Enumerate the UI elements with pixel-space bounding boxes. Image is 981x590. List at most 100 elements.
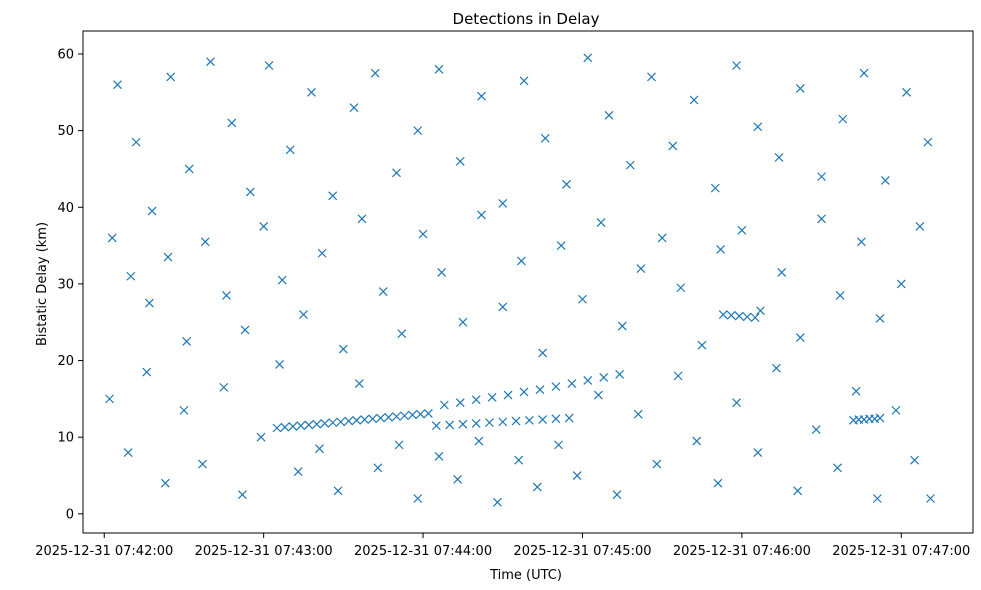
data-point: [657, 233, 667, 243]
data-point: [328, 418, 338, 428]
data-point: [477, 210, 486, 220]
data-point: [567, 379, 577, 388]
data-point: [458, 317, 468, 327]
data-point: [875, 413, 885, 423]
data-point: [498, 417, 508, 427]
data-point: [851, 386, 861, 396]
data-point: [397, 329, 407, 339]
y-tick-label: 50: [57, 124, 74, 139]
y-tick-label: 20: [57, 354, 74, 369]
data-point: [206, 57, 215, 67]
x-tick-label: 2025-12-31 07:45:00: [513, 544, 651, 559]
data-point: [777, 267, 787, 277]
data-point: [498, 302, 508, 312]
data-point: [734, 311, 744, 321]
data-point: [652, 459, 662, 469]
data-point: [835, 290, 845, 300]
x-axis: 2025-12-31 07:42:00 2025-12-31 07:43:00 20…: [35, 533, 970, 559]
data-point: [373, 463, 383, 473]
data-point: [264, 61, 274, 70]
data-point: [455, 156, 465, 166]
data-point: [288, 422, 298, 431]
data-point: [710, 183, 720, 193]
data-point: [668, 141, 678, 151]
data-point: [344, 416, 354, 426]
data-point: [237, 490, 247, 500]
data-point: [811, 425, 821, 434]
data-point: [902, 87, 912, 97]
data-point: [511, 416, 521, 426]
data-point: [166, 72, 176, 82]
data-point: [732, 398, 741, 408]
data-point: [285, 145, 295, 155]
data-point: [673, 371, 683, 381]
data-point: [599, 372, 609, 382]
data-point: [200, 237, 210, 247]
data-point: [184, 164, 194, 174]
data-point: [750, 313, 760, 323]
data-point: [519, 76, 529, 86]
data-point: [875, 313, 885, 323]
data-point: [280, 422, 290, 432]
data-point: [142, 367, 152, 377]
data-point: [793, 486, 803, 496]
data-point: [551, 414, 561, 424]
data-point: [160, 478, 170, 488]
data-point: [163, 252, 173, 262]
data-point: [400, 411, 409, 421]
data-point: [415, 409, 425, 419]
data-point: [471, 418, 481, 428]
data-point: [370, 68, 380, 78]
y-tick-label: 0: [66, 507, 74, 522]
data-point: [583, 376, 593, 385]
data-point: [259, 222, 269, 231]
data-point: [535, 385, 545, 395]
data-point: [272, 423, 282, 433]
data-point: [256, 432, 266, 442]
data-point: [179, 405, 189, 415]
data-point: [697, 340, 707, 350]
data-point: [859, 68, 869, 78]
data-point: [458, 419, 468, 429]
y-tick-label: 60: [57, 47, 74, 62]
y-tick-label: 30: [57, 277, 74, 292]
data-point: [434, 451, 444, 461]
data-point: [227, 118, 237, 128]
data-point: [572, 471, 582, 480]
x-tick-label: 2025-12-31 07:47:00: [832, 544, 970, 559]
data-point: [910, 455, 919, 465]
data-point: [519, 387, 529, 397]
data-point: [315, 444, 324, 454]
data-point: [471, 395, 481, 405]
data-point: [617, 321, 627, 331]
data-point: [219, 382, 229, 392]
data-point: [378, 287, 388, 297]
data-point: [612, 490, 622, 500]
data-point: [304, 420, 314, 430]
data-point: [487, 392, 497, 402]
data-point: [636, 264, 646, 274]
data-point: [376, 413, 385, 423]
x-tick-label: 2025-12-31 07:43:00: [195, 544, 333, 559]
points-layer: [105, 53, 935, 507]
data-point: [732, 61, 741, 70]
data-point: [434, 64, 444, 74]
data-point: [596, 218, 606, 228]
data-point: [126, 271, 136, 281]
data-point: [384, 412, 393, 422]
data-point: [299, 310, 308, 319]
data-point: [392, 412, 401, 421]
y-axis: 0 10 20 30 40 50 60: [57, 47, 83, 522]
data-point: [817, 214, 826, 224]
data-point: [328, 191, 338, 201]
y-tick-label: 40: [57, 201, 74, 216]
x-tick-label: 2025-12-31 07:44:00: [354, 544, 492, 559]
data-point: [277, 275, 287, 285]
data-point: [431, 421, 441, 431]
data-point: [147, 206, 157, 216]
data-point: [245, 187, 255, 197]
data-point: [540, 133, 550, 143]
data-point: [293, 467, 303, 477]
data-point: [423, 409, 433, 418]
data-point: [625, 160, 635, 170]
